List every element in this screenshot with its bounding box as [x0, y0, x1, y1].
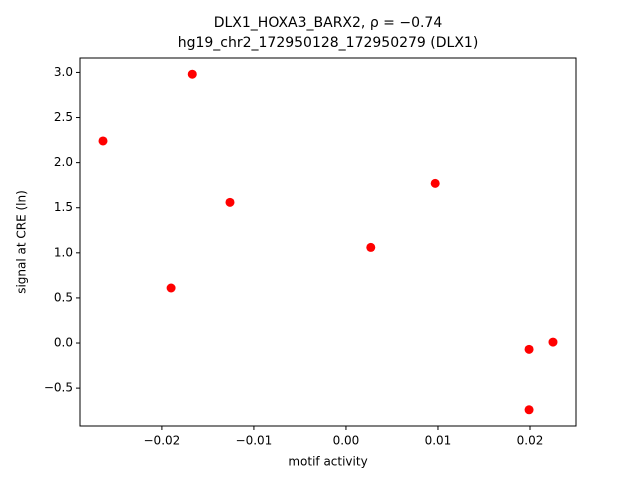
y-tick-label: 0.5: [54, 290, 73, 304]
x-tick-label: −0.01: [236, 434, 273, 448]
x-tick-label: 0.02: [517, 434, 544, 448]
x-tick-label: −0.02: [144, 434, 181, 448]
x-axis-label: motif activity: [288, 455, 367, 469]
point: [166, 283, 176, 293]
point: [366, 242, 376, 252]
y-axis-label: signal at CRE (ln): [15, 190, 29, 294]
x-tick-label: 0.00: [333, 434, 360, 448]
y-tick-label: 0.0: [54, 336, 73, 350]
point: [524, 344, 534, 354]
y-tick-label: 1.0: [54, 245, 73, 259]
point: [548, 337, 558, 347]
plot-frame: [79, 57, 577, 427]
chart-subtitle: hg19_chr2_172950128_172950279 (DLX1): [178, 35, 479, 51]
point: [430, 178, 440, 188]
x-tick-label: 0.01: [425, 434, 452, 448]
point: [187, 69, 197, 79]
y-tick-label: 1.5: [54, 200, 73, 214]
chart-title: DLX1_HOXA3_BARX2, ρ = −0.74: [214, 15, 443, 31]
point: [98, 136, 108, 146]
y-tick-label: 2.5: [54, 110, 73, 124]
y-tick-label: 3.0: [54, 65, 73, 79]
point: [524, 405, 534, 415]
point: [225, 197, 235, 207]
y-tick-label: 2.0: [54, 155, 73, 169]
y-tick-label: −0.5: [44, 381, 73, 395]
